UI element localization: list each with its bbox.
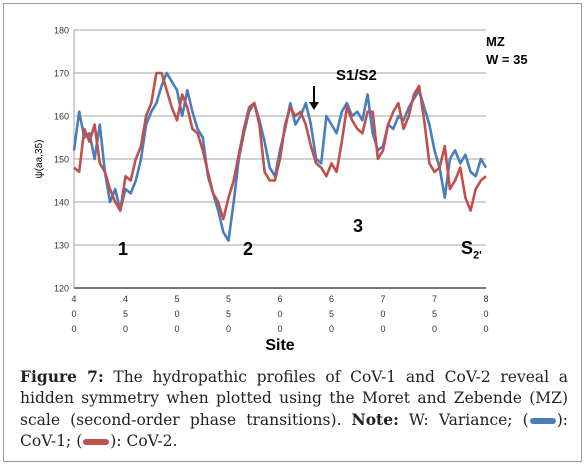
caption-note-label: Note: bbox=[351, 410, 399, 429]
y-tick-label-140: 140 bbox=[54, 198, 69, 208]
caption-variance-text: W: Variance; ( bbox=[408, 411, 529, 429]
x-tick-label-550-0: 5 bbox=[226, 294, 231, 304]
annotation-region-2: 2 bbox=[243, 239, 254, 259]
y-tick-label-120: 120 bbox=[54, 284, 69, 294]
x-tick-label-450-1: 5 bbox=[123, 309, 128, 319]
y-tick-label-170: 170 bbox=[54, 69, 69, 79]
y-tick-label-180: 180 bbox=[54, 26, 69, 36]
x-tick-label-800-1: 0 bbox=[483, 309, 488, 319]
annotation-mz: MZ bbox=[486, 34, 505, 49]
annotation-s2-prime: S2' bbox=[461, 238, 482, 262]
annotation-s1-s2: S1/S2 bbox=[336, 67, 377, 84]
x-tick-label-600-2: 0 bbox=[277, 324, 282, 334]
x-tick-label-400-0: 4 bbox=[71, 294, 76, 304]
annotation-s2-prime-main: S bbox=[461, 238, 474, 258]
line-chart: 1201301401501601701804004505005506006507… bbox=[34, 26, 489, 355]
x-tick-label-600-0: 6 bbox=[277, 294, 282, 304]
y-tick-label-130: 130 bbox=[54, 241, 69, 251]
figure-caption: Figure 7: The hydropathic profiles of Co… bbox=[20, 366, 568, 452]
x-tick-label-500-1: 0 bbox=[174, 309, 179, 319]
x-tick-label-750-2: 0 bbox=[432, 324, 437, 334]
figure-frame: 120 130 140 150 160 170 180 4 0 0 4 5 0 5 0 0 5 5 0 6 0 0 6 5 0 7… bbox=[3, 3, 582, 462]
x-tick-label-450-2: 0 bbox=[123, 324, 128, 334]
y-axis-title: ψ(aa,35) bbox=[34, 140, 45, 179]
cov2-legend-swatch bbox=[83, 439, 110, 445]
annotation-region-3: 3 bbox=[353, 216, 364, 236]
series-line-cov-2 bbox=[73, 71, 487, 221]
x-tick-label-800-0: 8 bbox=[483, 294, 488, 304]
x-tick-label-450-0: 4 bbox=[123, 294, 128, 304]
x-tick-label-550-1: 5 bbox=[226, 309, 231, 319]
x-tick-label-500-2: 0 bbox=[174, 324, 179, 334]
caption-cov2-text: ): CoV-2. bbox=[110, 432, 178, 450]
x-tick-label-750-0: 7 bbox=[432, 294, 437, 304]
arrow-head bbox=[308, 102, 319, 110]
x-tick-label-600-1: 0 bbox=[277, 309, 282, 319]
caption-text: The hydropathic profiles of CoV-1 and Co… bbox=[20, 368, 568, 429]
x-tick-label-400-1: 0 bbox=[71, 309, 76, 319]
x-tick-label-500-0: 5 bbox=[174, 294, 179, 304]
chart-area: 120 130 140 150 160 170 180 4 0 0 4 5 0 5 0 0 5 5 0 6 0 0 6 5 0 7… bbox=[14, 14, 576, 359]
x-tick-label-700-2: 0 bbox=[380, 324, 385, 334]
annotation-s2-prime-sub: 2' bbox=[473, 249, 482, 262]
x-tick-label-700-1: 0 bbox=[380, 309, 385, 319]
caption-figure-label: Figure 7: bbox=[20, 367, 104, 386]
x-tick-label-400-2: 0 bbox=[71, 324, 76, 334]
x-axis-title: Site bbox=[265, 337, 294, 354]
x-tick-label-750-1: 5 bbox=[432, 309, 437, 319]
caption-cov1-text: ): CoV-1; ( bbox=[20, 411, 568, 450]
x-tick-label-650-1: 5 bbox=[329, 309, 334, 319]
x-tick-label-650-0: 6 bbox=[329, 294, 334, 304]
y-tick-label-150: 150 bbox=[54, 155, 69, 165]
cov1-legend-swatch bbox=[529, 418, 556, 424]
annotation-window: W = 35 bbox=[486, 52, 528, 67]
x-tick-label-800-2: 0 bbox=[483, 324, 488, 334]
annotation-region-1: 1 bbox=[118, 239, 129, 259]
y-tick-label-160: 160 bbox=[54, 112, 69, 122]
x-tick-label-700-0: 7 bbox=[380, 294, 385, 304]
x-tick-label-650-2: 0 bbox=[329, 324, 334, 334]
x-tick-label-550-2: 0 bbox=[226, 324, 231, 334]
